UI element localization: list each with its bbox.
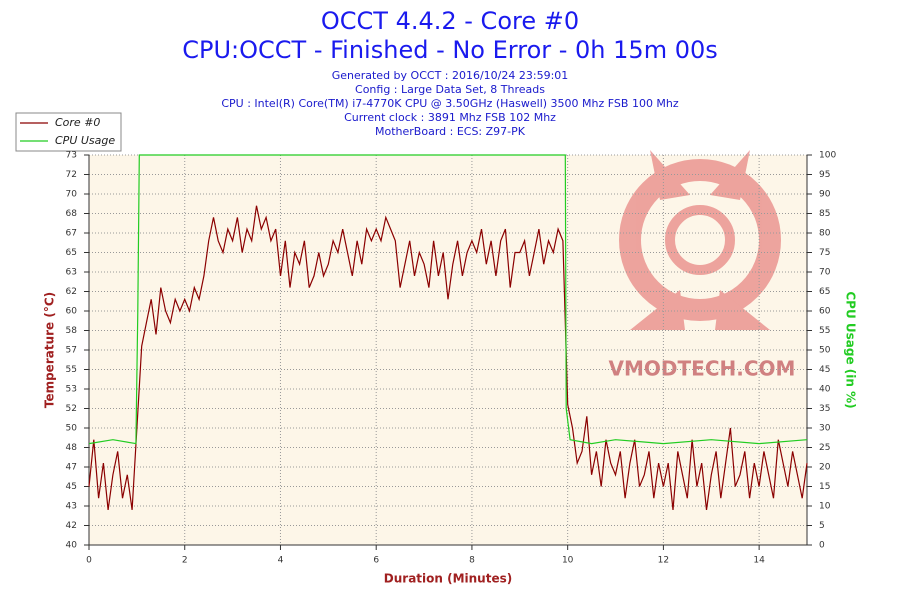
legend xyxy=(15,112,122,152)
y2-tick-label: 85 xyxy=(819,209,830,219)
y-tick-label: 47 xyxy=(66,462,77,472)
y2-tick-label: 5 xyxy=(819,521,825,531)
y2-tick-label: 100 xyxy=(819,151,836,161)
y-tick-label: 45 xyxy=(66,482,77,492)
y-tick-label: 42 xyxy=(66,521,77,531)
x-tick-label: 10 xyxy=(562,556,574,566)
chart-subtitle: CPU:OCCT - Finished - No Error - 0h 15m … xyxy=(182,36,718,64)
x-tick-label: 6 xyxy=(373,556,379,566)
y-tick-label: 73 xyxy=(66,151,77,161)
watermark: VMODTECH.COM xyxy=(609,357,796,381)
y-tick-label: 58 xyxy=(66,326,78,336)
y-tick-label: 48 xyxy=(66,443,78,453)
info-line: Config : Large Data Set, 8 Threads xyxy=(355,83,545,96)
y-tick-label: 70 xyxy=(66,189,78,199)
y2-tick-label: 0 xyxy=(819,541,825,551)
y-tick-label: 57 xyxy=(66,345,77,355)
y2-tick-label: 30 xyxy=(819,424,831,434)
y-tick-label: 53 xyxy=(66,385,77,395)
y-tick-label: 65 xyxy=(66,248,77,258)
y2-tick-label: 95 xyxy=(819,170,830,180)
info-line: Generated by OCCT : 2016/10/24 23:59:01 xyxy=(332,69,569,82)
legend-label: Core #0 xyxy=(55,116,100,129)
series-line xyxy=(88,154,808,445)
y2-tick-label: 35 xyxy=(819,404,830,414)
y-tick-label: 52 xyxy=(66,404,77,414)
y-tick-label: 68 xyxy=(66,209,78,219)
y-tick-label: 43 xyxy=(66,502,77,512)
y-tick-label: 40 xyxy=(66,541,78,551)
y2-tick-label: 50 xyxy=(819,346,831,356)
y2-tick-label: 40 xyxy=(819,385,831,395)
y-tick-label: 67 xyxy=(66,228,77,238)
y2-axis-label: CPU Usage (in %) xyxy=(844,291,858,408)
y-tick-label: 63 xyxy=(66,268,77,278)
y2-tick-label: 55 xyxy=(819,326,830,336)
y2-tick-label: 60 xyxy=(819,307,831,317)
y2-tick-label: 10 xyxy=(819,502,831,512)
y2-tick-label: 90 xyxy=(819,190,831,200)
x-tick-label: 2 xyxy=(182,556,188,566)
watermark-logo xyxy=(619,150,781,330)
plot-area xyxy=(89,155,807,545)
y2-tick-label: 25 xyxy=(819,443,830,453)
x-tick-label: 4 xyxy=(278,556,284,566)
series-line xyxy=(88,205,808,510)
x-tick-label: 12 xyxy=(658,556,669,566)
info-line: Current clock : 3891 Mhz FSB 102 Mhz xyxy=(344,111,556,124)
info-line: MotherBoard : ECS: Z97-PK xyxy=(375,125,526,138)
y2-tick-label: 15 xyxy=(819,482,830,492)
y2-tick-label: 65 xyxy=(819,287,830,297)
info-line: CPU : Intel(R) Core(TM) i7-4770K CPU @ 3… xyxy=(221,97,679,110)
x-axis-label: Duration (Minutes) xyxy=(384,572,512,586)
y-axis-label: Temperature (°C) xyxy=(43,292,57,408)
y-tick-label: 72 xyxy=(66,170,77,180)
x-tick-label: 14 xyxy=(753,556,765,566)
y2-tick-label: 70 xyxy=(819,268,831,278)
y2-tick-label: 80 xyxy=(819,229,831,239)
y2-tick-label: 20 xyxy=(819,463,831,473)
y-tick-label: 55 xyxy=(66,365,77,375)
x-tick-label: 0 xyxy=(86,556,92,566)
y-tick-label: 60 xyxy=(66,306,78,316)
x-tick-label: 8 xyxy=(469,556,475,566)
y-tick-label: 50 xyxy=(66,423,78,433)
chart-title: OCCT 4.4.2 - Core #0 xyxy=(321,7,579,35)
y2-tick-label: 75 xyxy=(819,248,830,258)
y2-tick-label: 45 xyxy=(819,365,830,375)
legend-label: CPU Usage xyxy=(55,134,115,147)
y-tick-label: 62 xyxy=(66,287,77,297)
